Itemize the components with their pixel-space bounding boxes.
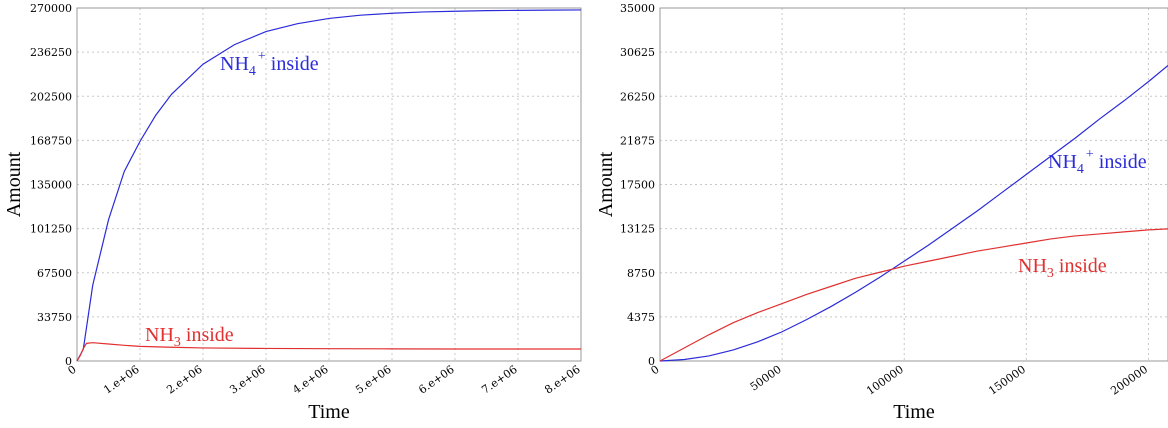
y-tick-label: 0 — [65, 355, 72, 368]
y-tick-label: 8750 — [627, 267, 655, 280]
chart-right: 0 4375 8750 13125 17500 21875 26250 30625 35000 0… — [595, 2, 1168, 423]
x-tick-label: 5.e+06 — [353, 363, 393, 397]
plot-frame — [76, 7, 582, 362]
series-label-nh3-inside: NH3 inside — [145, 324, 234, 350]
y-tick-label: 33750 — [37, 311, 72, 324]
x-tick-label: 2.e+06 — [164, 363, 204, 397]
x-tick-label: 200000 — [1108, 363, 1150, 398]
series-label-nh4-inside: NH4+ inside — [1048, 147, 1147, 177]
x-tick-label: 0 — [649, 363, 662, 378]
x-tick-label: 3.e+06 — [227, 363, 267, 397]
y-tick-label: 270000 — [30, 2, 72, 15]
series-label-nh4-inside: NH4+ inside — [220, 49, 319, 79]
y-tick-label: 35000 — [620, 2, 655, 15]
y-tick-label: 236250 — [30, 46, 72, 59]
y-tick-label: 21875 — [620, 134, 655, 147]
x-tick-label: 100000 — [864, 363, 906, 398]
y-tick-label: 13125 — [620, 223, 655, 236]
y-axis-title: Amount — [595, 151, 617, 217]
x-tick-label: 1.e+06 — [101, 363, 141, 397]
x-tick-label: 7.e+06 — [479, 363, 519, 397]
x-tick-label: 150000 — [986, 363, 1028, 398]
y-axis-title: Amount — [3, 151, 25, 217]
series-line-nh4-inside — [76, 9, 582, 362]
y-tick-label: 135000 — [30, 179, 72, 192]
series-line-nh3-inside — [76, 342, 581, 362]
x-tick-label: 0 — [66, 363, 79, 378]
y-tick-label: 30625 — [620, 46, 655, 59]
y-tick-label: 168750 — [30, 134, 72, 147]
y-tick-label: 26250 — [620, 90, 655, 103]
y-tick-label: 202500 — [30, 90, 72, 103]
x-tick-label: 4.e+06 — [290, 363, 330, 397]
x-tick-label: 50000 — [748, 363, 784, 394]
series-line-nh4-inside — [659, 65, 1168, 362]
y-tick-label: 17500 — [620, 179, 655, 192]
series-line-nh3-inside — [659, 228, 1168, 362]
y-tick-label: 101250 — [30, 223, 72, 236]
x-tick-label: 8.e+06 — [542, 363, 582, 397]
y-tick-label: 67500 — [37, 267, 72, 280]
x-axis-title: Time — [308, 401, 350, 423]
chart-left: 0 33750 67500 101250 135000 168750 202500 23625… — [3, 2, 583, 423]
plot-frame — [659, 7, 1168, 362]
y-tick-label: 4375 — [627, 311, 655, 324]
series-label-nh3-inside: NH3 inside — [1018, 255, 1107, 281]
y-tick-label: 0 — [648, 355, 655, 368]
x-axis-title: Time — [893, 401, 935, 423]
x-tick-label: 6.e+06 — [416, 363, 456, 397]
